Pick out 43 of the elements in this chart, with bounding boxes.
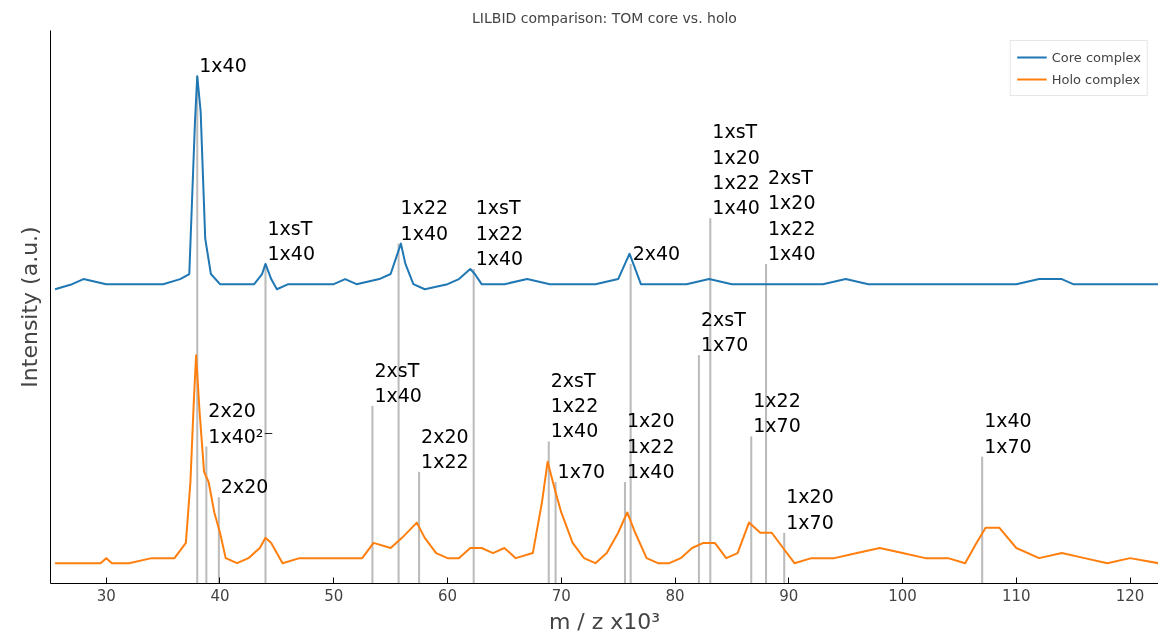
annotation: 2xsT 1x22 1x40 (550, 368, 599, 442)
x-tick-label: 50 (324, 586, 344, 605)
x-tick-label: 110 (1001, 586, 1031, 605)
annotation: 1x70 (557, 460, 606, 483)
annotation: 1xsT 1x40 (267, 216, 316, 264)
annotation: 1x20 1x70 (786, 485, 834, 533)
y-axis-title: Intensity (a.u.) (16, 226, 42, 388)
bar (547, 441, 550, 584)
x-tick-label: 80 (665, 586, 685, 605)
annotation: 1xsT 1x20 1x22 1x40 (712, 120, 760, 219)
annotation: 1x20 1x22 1x40 (626, 409, 675, 483)
bar (750, 436, 753, 584)
x-tick-label: 40 (210, 586, 230, 605)
x-tick-label: 100 (888, 586, 917, 605)
annotation: 2xsT 1x70 (700, 307, 749, 356)
bar (472, 268, 475, 584)
annotation: 2xsT 1x40 (374, 358, 422, 406)
annotation: 1x22 1x40 (400, 196, 449, 244)
annotation: 1x22 1x70 (753, 389, 801, 437)
x-axis-title: m / z x10³ (548, 608, 661, 634)
x-tick-label: 120 (1115, 586, 1145, 605)
bar (371, 405, 374, 584)
x-tick-label: 60 (437, 586, 458, 605)
annotation: 2x40 (632, 241, 681, 264)
bar (981, 456, 984, 584)
annotation: 2x20 1x40²⁻ (208, 399, 274, 447)
annotation: 2xsT 1x20 1x22 1x40 (768, 165, 816, 264)
bar (623, 482, 626, 584)
bar (554, 482, 557, 584)
bar (697, 355, 700, 584)
x-tick-label: 90 (779, 586, 799, 605)
annotation: 1x40 1x70 (984, 409, 1032, 457)
legend-label: Holo complex (1051, 71, 1141, 87)
chart-title: LILBID comparison: TOM core vs. holo (472, 9, 737, 26)
bar (418, 471, 421, 584)
legend-label: Core complex (1051, 49, 1141, 65)
bar (205, 446, 208, 584)
x-tick-label: 70 (551, 586, 571, 605)
annotation: 1x40 (199, 54, 247, 77)
annotation: 2x20 (220, 475, 269, 498)
annotation: 2x20 1x22 (421, 424, 469, 472)
x-tick-label: 30 (96, 586, 116, 605)
annotation: 1xsT 1x22 1x40 (475, 196, 524, 269)
